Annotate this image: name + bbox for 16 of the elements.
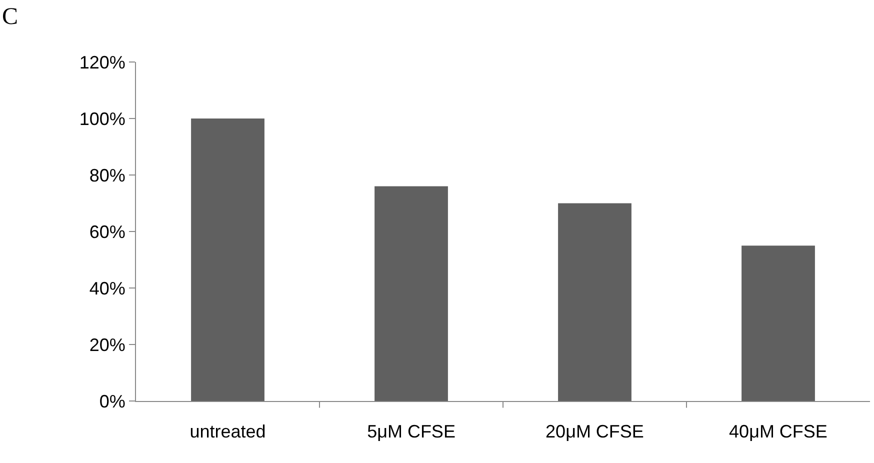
y-tick-label: 80%	[89, 165, 126, 186]
bar	[191, 118, 264, 401]
text: C	[2, 4, 18, 30]
x-tick-label: 5μM CFSE	[367, 422, 456, 442]
y-tick-label: 40%	[89, 278, 126, 298]
y-tick-label: 20%	[89, 334, 126, 355]
y-tick-label: 0%	[99, 391, 126, 412]
bar	[558, 203, 632, 401]
bar	[374, 186, 448, 401]
x-tick-label: 40μM CFSE	[729, 422, 828, 442]
bar	[742, 246, 815, 401]
x-tick-label: untreated	[190, 422, 266, 442]
y-tick-label: 60%	[89, 222, 126, 242]
x-tick-label: 20μM CFSE	[546, 422, 644, 442]
y-tick-label: 120%	[79, 52, 126, 72]
y-tick-label: 100%	[79, 108, 126, 129]
